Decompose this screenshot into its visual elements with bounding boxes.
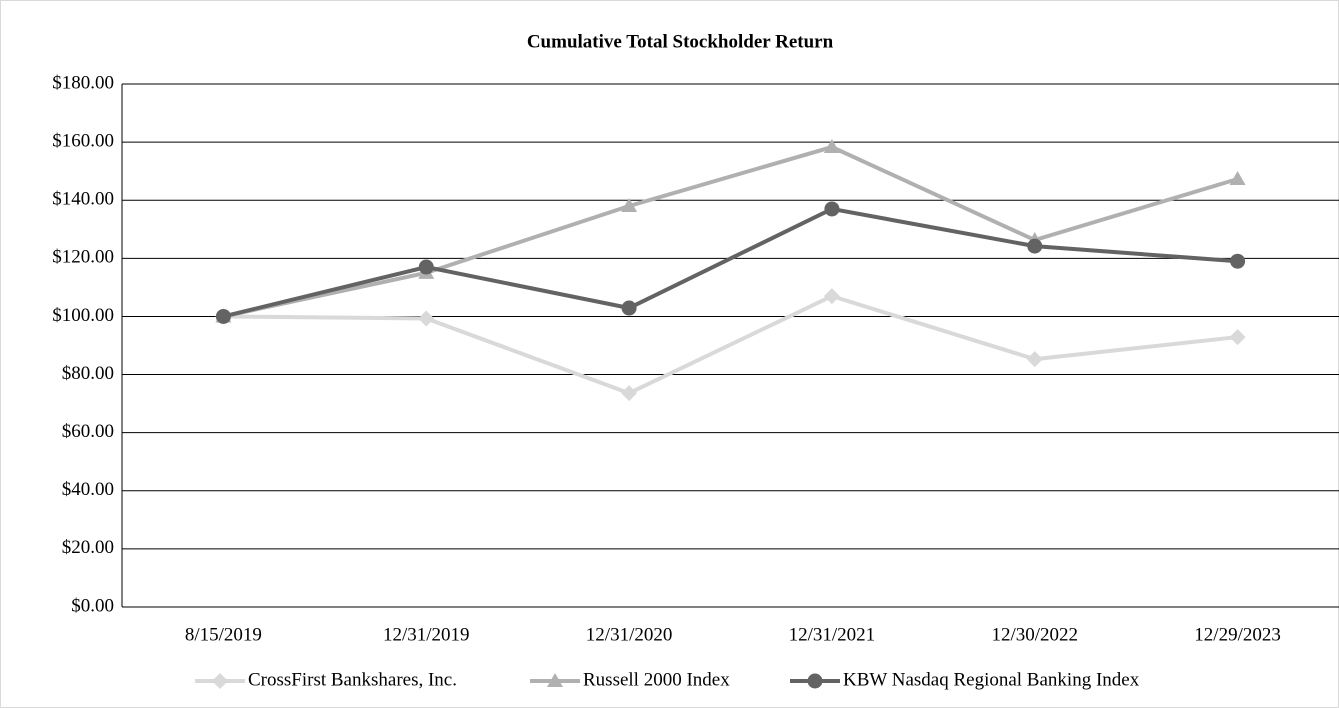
marker	[547, 673, 563, 687]
x-tick-label: 12/29/2023	[1194, 624, 1281, 645]
marker	[621, 385, 638, 402]
marker	[807, 673, 823, 689]
y-tick-label: $100.00	[52, 305, 114, 326]
legend-label: CrossFirst Bankshares, Inc.	[248, 669, 457, 690]
x-tick-label: 8/15/2019	[185, 624, 262, 645]
marker	[621, 300, 637, 316]
marker	[1026, 351, 1043, 368]
marker	[418, 259, 434, 275]
legend-label: KBW Nasdaq Regional Banking Index	[843, 669, 1140, 690]
marker	[823, 139, 840, 154]
series-line	[222, 206, 1238, 319]
x-tick-label: 12/31/2021	[789, 624, 876, 645]
marker	[1230, 253, 1246, 269]
y-tick-label: $0.00	[71, 595, 114, 616]
series-line	[223, 293, 1238, 396]
x-tick-label: 12/30/2022	[991, 624, 1078, 645]
marker	[212, 673, 228, 689]
series-line	[222, 144, 1239, 319]
marker	[1229, 329, 1246, 346]
y-tick-label: $20.00	[62, 537, 114, 558]
y-tick-label: $60.00	[62, 421, 114, 442]
x-tick-label: 12/31/2020	[586, 624, 673, 645]
y-tick-label: $180.00	[52, 72, 114, 93]
marker	[824, 201, 840, 217]
y-tick-label: $80.00	[62, 363, 114, 384]
chart-title: Cumulative Total Stockholder Return	[527, 31, 834, 52]
y-tick-label: $40.00	[62, 479, 114, 500]
marker	[621, 198, 638, 213]
marker	[1229, 171, 1246, 186]
x-tick-label: 12/31/2019	[383, 624, 470, 645]
y-tick-label: $120.00	[52, 247, 114, 268]
marker	[215, 308, 231, 324]
legend-label: Russell 2000 Index	[583, 669, 730, 690]
marker	[1027, 238, 1043, 254]
marker	[418, 310, 435, 327]
y-tick-label: $160.00	[52, 130, 114, 151]
marker	[823, 288, 840, 305]
y-tick-label: $140.00	[52, 189, 114, 210]
